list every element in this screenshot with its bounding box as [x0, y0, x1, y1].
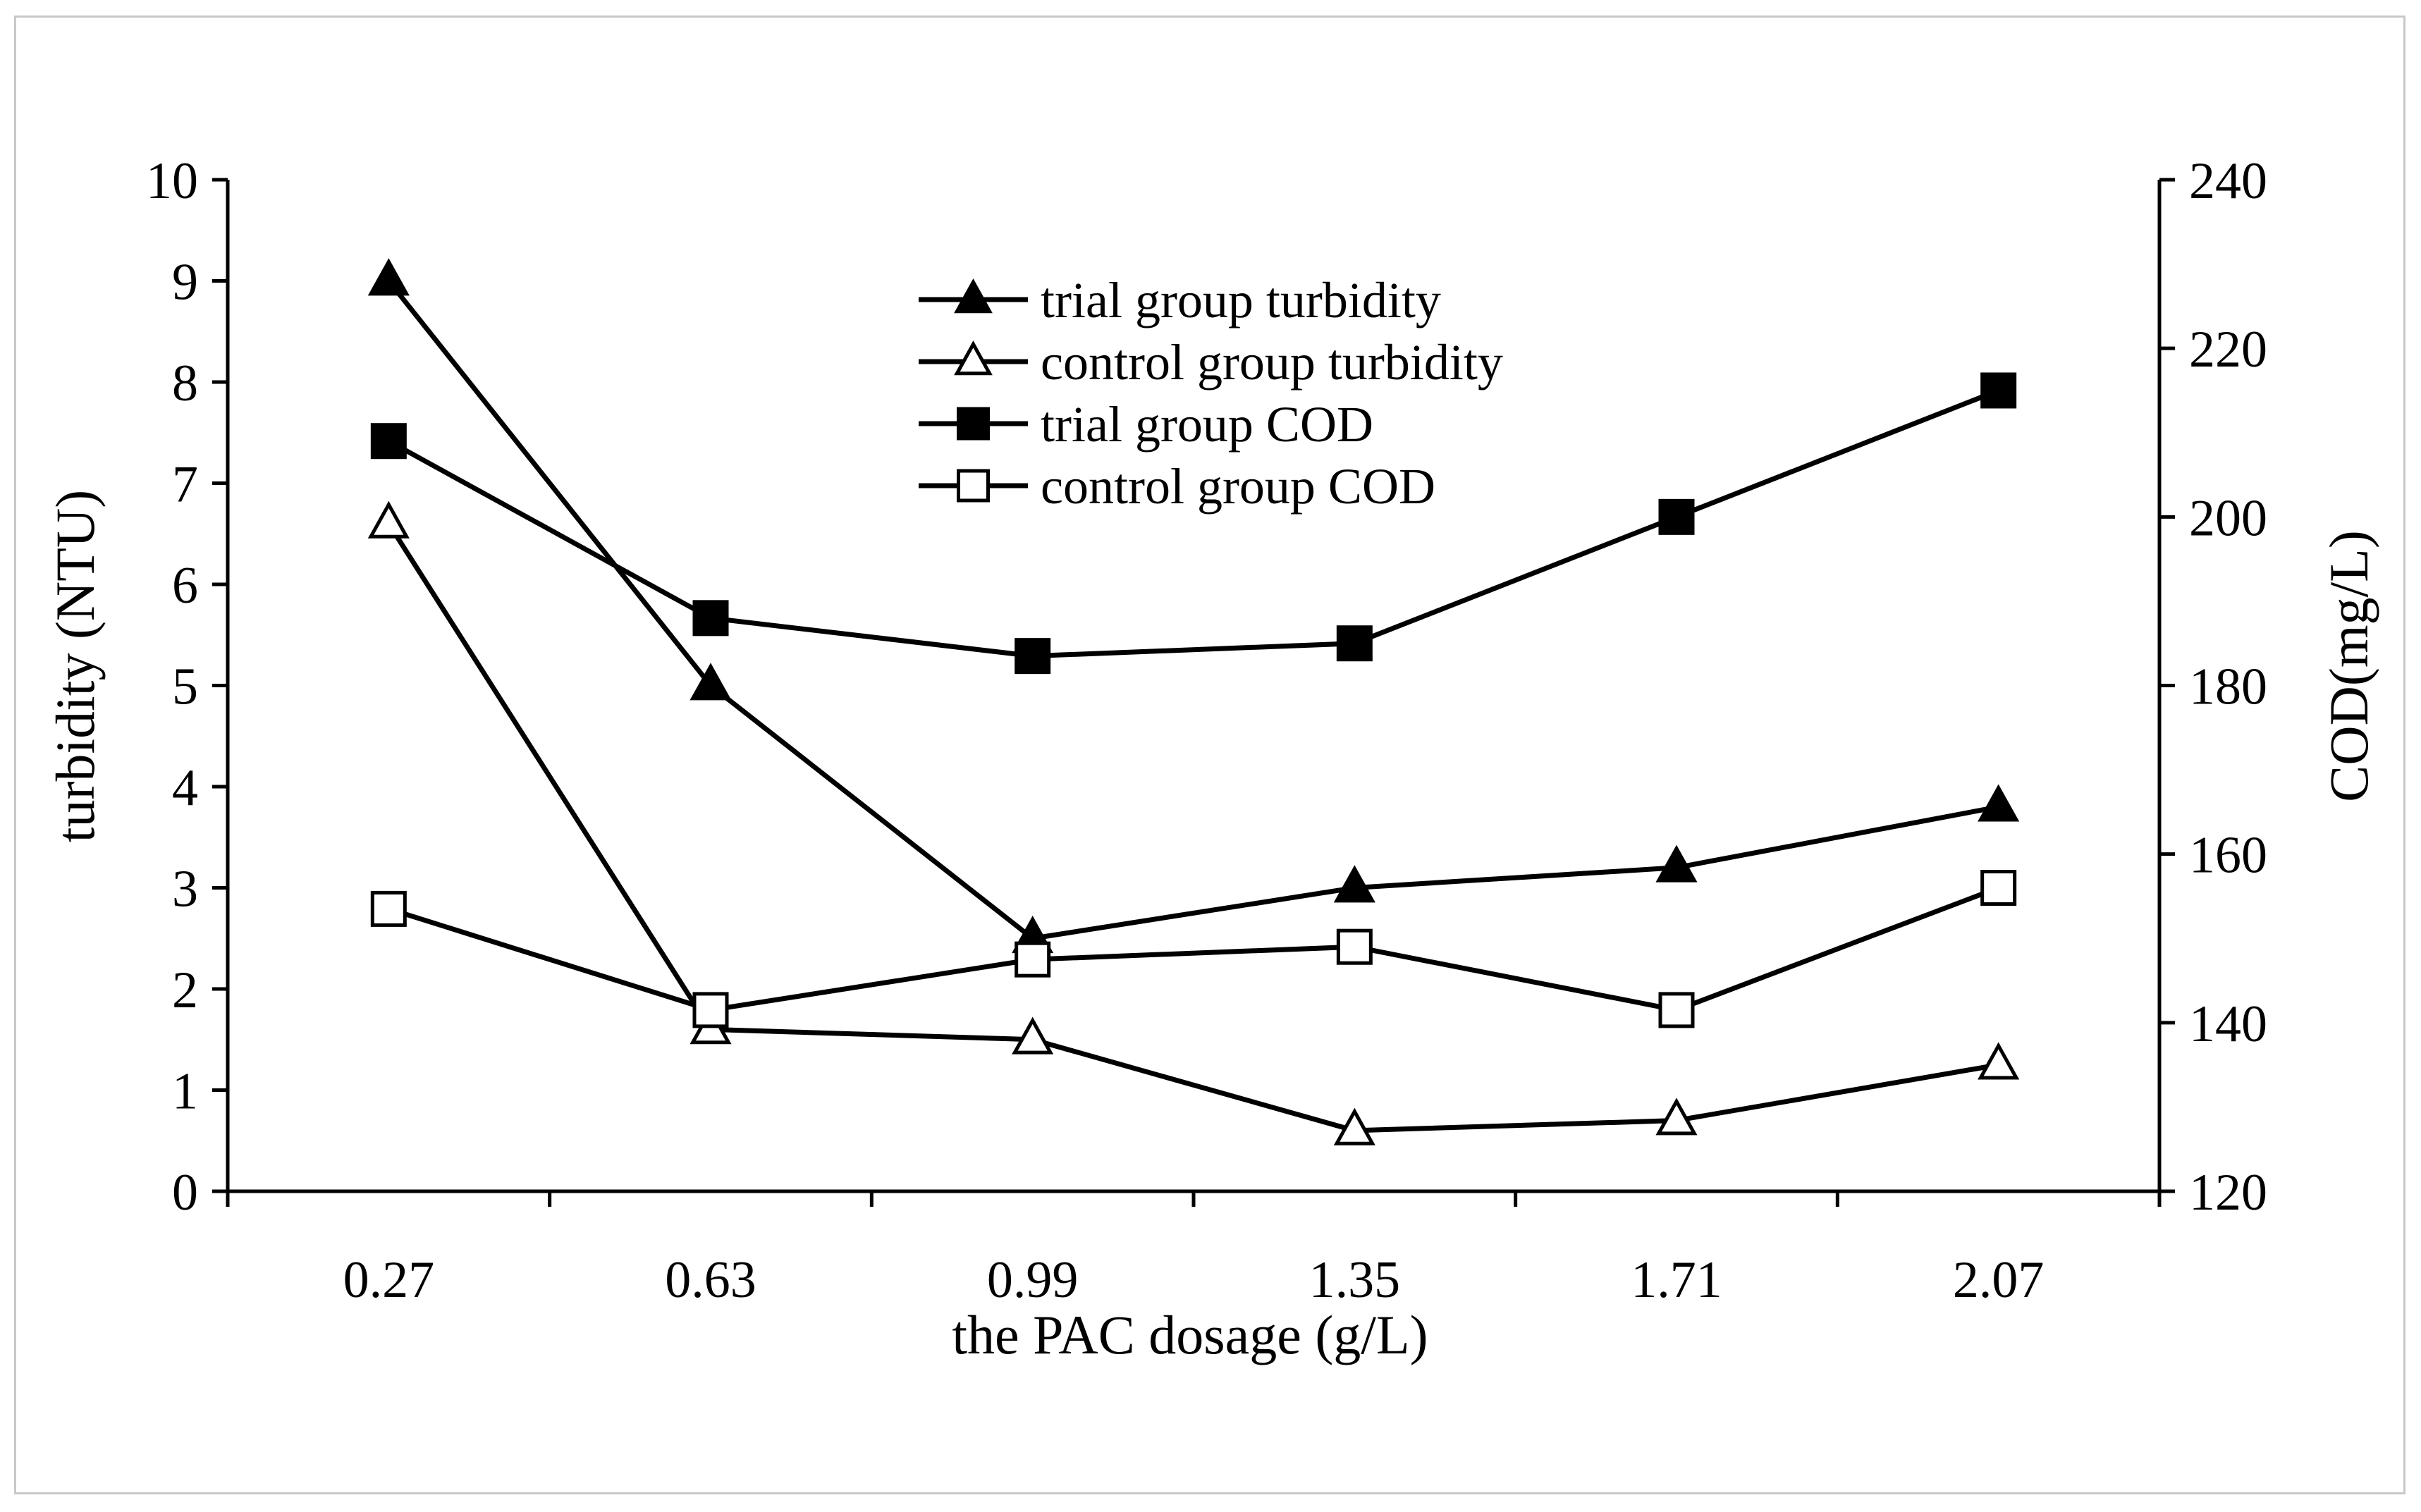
- y-axis-left-label: turbidity (NTU): [44, 490, 106, 842]
- y-right-tick-label: 160: [2189, 827, 2267, 885]
- data-point-control-group-COD: [370, 890, 407, 927]
- y-left-tick-label: 8: [172, 355, 198, 412]
- data-point-trial-group-COD: [1015, 638, 1051, 675]
- series-line-control-group-turbidity: [386, 522, 1999, 1133]
- series-line-trial-group-COD: [387, 388, 1999, 659]
- data-point-trial-group-COD: [692, 600, 729, 637]
- data-point-control-group-turbidity: [1655, 1098, 1698, 1136]
- y-right-tick-label: 240: [2189, 152, 2267, 210]
- data-point-control-group-COD: [1980, 870, 2017, 906]
- data-point-trial-group-turbidity: [1333, 865, 1375, 903]
- y-right-tick-label: 180: [2189, 658, 2267, 716]
- y-left-tick-label: 4: [172, 759, 198, 817]
- series-markers-layer: [367, 258, 2020, 1145]
- x-tick-label: 0.99: [987, 1251, 1079, 1309]
- series-lines-layer: [386, 279, 1999, 1133]
- data-point-trial-group-COD: [1658, 498, 1695, 535]
- legend-marker-trial-group-turbidity: [954, 278, 993, 314]
- data-point-control-group-turbidity: [1333, 1107, 1375, 1145]
- data-point-trial-group-turbidity: [689, 663, 732, 701]
- y-right-tick-label: 140: [2189, 995, 2267, 1053]
- x-tick-label: 2.07: [1953, 1251, 2045, 1309]
- y-right-tick-label: 220: [2189, 321, 2267, 379]
- y-left-tick-label: 2: [172, 961, 198, 1019]
- data-point-trial-group-turbidity: [367, 258, 410, 296]
- legend-label-control-group-turbidity: control group turbidity: [1041, 334, 1503, 391]
- data-point-control-group-turbidity: [1978, 1042, 2020, 1080]
- legend-label-trial-group-turbidity: trial group turbidity: [1041, 272, 1441, 328]
- legend-marker-trial-group-COD: [957, 407, 990, 441]
- x-tick-label: 1.35: [1309, 1251, 1401, 1309]
- data-point-control-group-turbidity: [1012, 1016, 1054, 1055]
- y-left-tick-label: 9: [172, 254, 198, 312]
- chart-svg: 0 1 2 3 4 5 6 7 8 9 10 120 140 160 180 200 220 240 0.27 0.6…: [44, 152, 2379, 1365]
- y-left-tick-label: 3: [172, 861, 198, 918]
- chart-frame: 0 1 2 3 4 5 6 7 8 9 10 120 140 160 180 200 220 240 0.27 0.6…: [14, 16, 2405, 1494]
- y-left-tick-label: 10: [146, 152, 198, 210]
- data-point-trial-group-turbidity: [1978, 784, 2020, 822]
- y-left-tick-label: 5: [172, 658, 198, 716]
- x-tick-label: 0.27: [343, 1251, 435, 1309]
- data-point-trial-group-turbidity: [1655, 844, 1698, 883]
- data-point-control-group-COD: [692, 992, 729, 1028]
- legend: trial group turbidity control group turbi…: [919, 272, 1503, 515]
- axes-layer: 0 1 2 3 4 5 6 7 8 9 10 120 140 160 180 200 220 240 0.27 0.6…: [146, 152, 2267, 1309]
- x-axis-label: the PAC dosage (g/L): [952, 1304, 1428, 1365]
- data-point-control-group-COD: [1015, 941, 1051, 978]
- y-right-tick-label: 200: [2189, 489, 2267, 547]
- series-line-trial-group-turbidity: [386, 279, 1999, 941]
- series-line-control-group-COD: [388, 885, 1999, 1013]
- data-point-control-group-COD: [1658, 992, 1695, 1028]
- y-left-tick-label: 6: [172, 557, 198, 615]
- legend-marker-control-group-COD: [957, 469, 990, 503]
- y-right-tick-label: 120: [2189, 1164, 2267, 1222]
- data-point-control-group-COD: [1336, 928, 1373, 965]
- data-point-trial-group-COD: [370, 423, 407, 460]
- legend-marker-control-group-turbidity: [954, 340, 993, 376]
- legend-label-control-group-COD: control group COD: [1041, 458, 1435, 515]
- legend-label-trial-group-COD: trial group COD: [1041, 396, 1373, 453]
- y-left-tick-label: 0: [172, 1164, 198, 1222]
- data-point-trial-group-COD: [1336, 625, 1373, 662]
- x-tick-label: 1.71: [1631, 1251, 1722, 1309]
- data-point-trial-group-COD: [1980, 372, 2017, 409]
- data-point-control-group-turbidity: [367, 500, 410, 539]
- y-axis-right-label: COD(mg/L): [2318, 530, 2379, 802]
- y-left-tick-label: 1: [172, 1063, 198, 1121]
- y-left-tick-label: 7: [172, 456, 198, 514]
- x-tick-label: 0.63: [665, 1251, 756, 1309]
